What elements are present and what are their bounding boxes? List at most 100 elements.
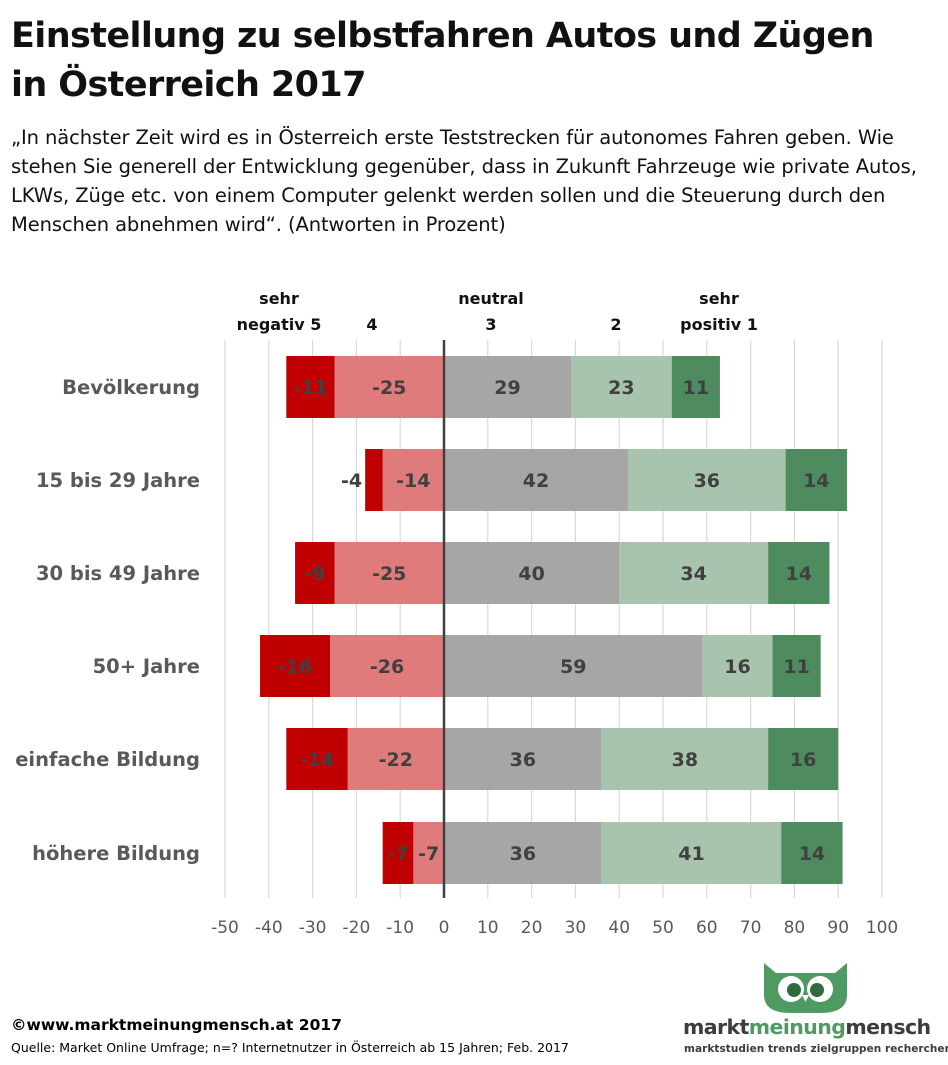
bar-segment xyxy=(295,542,335,604)
data-label: 41 xyxy=(678,843,704,865)
x-tick-label: 10 xyxy=(477,918,499,938)
data-label: 14 xyxy=(799,843,825,865)
data-label: 36 xyxy=(694,470,720,492)
bar-segment xyxy=(286,728,348,790)
logo-word-mensch: mensch xyxy=(845,1015,931,1039)
bar-segment xyxy=(330,635,444,697)
x-tick-label: 100 xyxy=(866,918,898,938)
legend-header: positiv 1 xyxy=(680,315,758,334)
data-label: -26 xyxy=(370,656,404,678)
bar-segment xyxy=(444,356,572,418)
legend-header: 4 xyxy=(366,315,377,334)
x-tick-label: 90 xyxy=(827,918,849,938)
bar-segment xyxy=(619,542,769,604)
x-tick-label: -40 xyxy=(255,918,283,938)
x-tick-label: 60 xyxy=(696,918,718,938)
bar-segment xyxy=(601,822,782,884)
legend-header: 3 xyxy=(485,315,496,334)
data-label: 16 xyxy=(790,749,816,771)
bar-segment xyxy=(382,822,414,884)
x-tick-label: -20 xyxy=(343,918,371,938)
category-label: 50+ Jahre xyxy=(93,655,200,678)
bar-segment xyxy=(601,728,769,790)
data-label: 42 xyxy=(523,470,549,492)
bar-segment xyxy=(671,356,720,418)
bar-segment xyxy=(702,635,773,697)
x-tick-label: -30 xyxy=(299,918,327,938)
data-label: 36 xyxy=(510,843,536,865)
logo-wordmark: marktmeinungmensch xyxy=(683,1015,931,1039)
x-tick-label: 70 xyxy=(740,918,762,938)
data-label: 40 xyxy=(518,563,544,585)
x-tick-label: -10 xyxy=(386,918,414,938)
data-label: -9 xyxy=(304,563,325,585)
data-label: 11 xyxy=(683,377,709,399)
x-tick-label: 0 xyxy=(439,918,450,938)
data-label: -16 xyxy=(278,656,312,678)
data-label: -11 xyxy=(293,377,327,399)
legend-header: neutral xyxy=(458,289,523,308)
bar-segment xyxy=(365,449,383,511)
data-label: -14 xyxy=(396,470,430,492)
bar-segment xyxy=(772,635,821,697)
data-label: 14 xyxy=(803,470,829,492)
bar-segment xyxy=(444,449,628,511)
x-tick-label: 30 xyxy=(565,918,587,938)
x-tick-label: 50 xyxy=(652,918,674,938)
data-label: 29 xyxy=(494,377,520,399)
bar-segment xyxy=(768,542,830,604)
owl-icon xyxy=(764,963,847,1013)
data-label: 23 xyxy=(608,377,634,399)
bar-segment xyxy=(627,449,786,511)
data-label: 36 xyxy=(510,749,536,771)
logo-word-meinung: meinung xyxy=(748,1015,846,1039)
data-label: -25 xyxy=(372,377,406,399)
category-label: 30 bis 49 Jahre xyxy=(36,562,200,585)
category-label: 15 bis 29 Jahre xyxy=(36,469,200,492)
data-label: -4 xyxy=(341,470,362,492)
bar-segment xyxy=(768,728,839,790)
data-label: 11 xyxy=(783,656,809,678)
bar-segment xyxy=(334,542,444,604)
bar-segment xyxy=(286,356,335,418)
x-tick-label: 40 xyxy=(608,918,630,938)
footer-source: Quelle: Market Online Umfrage; n=? Inter… xyxy=(11,1040,569,1055)
legend-header: negativ 5 xyxy=(237,315,322,334)
data-label: -22 xyxy=(379,749,413,771)
bar-segment xyxy=(571,356,672,418)
bar-segment xyxy=(334,356,444,418)
brand-logo: marktmeinungmensch marktstudien trends z… xyxy=(683,955,948,1060)
data-label: 16 xyxy=(724,656,750,678)
bar-segment xyxy=(444,542,620,604)
data-label: 14 xyxy=(786,563,812,585)
legend-header: 2 xyxy=(610,315,621,334)
x-tick-label: 20 xyxy=(521,918,543,938)
footer-copyright: ©www.marktmeinungmensch.at 2017 xyxy=(11,1016,342,1034)
data-label: 34 xyxy=(680,563,706,585)
category-label: Bevölkerung xyxy=(62,376,200,399)
bar-segment xyxy=(785,449,847,511)
bar-segment xyxy=(444,635,703,697)
bar-segment xyxy=(382,449,444,511)
data-label: -14 xyxy=(300,749,334,771)
legend-header: sehr xyxy=(259,289,299,308)
x-tick-label: -50 xyxy=(211,918,239,938)
logo-word-markt: markt xyxy=(683,1015,749,1039)
bar-segment xyxy=(260,635,331,697)
logo-tagline: marktstudien trends zielgruppen recherch… xyxy=(684,1043,948,1055)
data-label: -7 xyxy=(418,843,439,865)
chart-subtitle: „In nächster Zeit wird es in Österreich … xyxy=(11,126,917,236)
data-label: 38 xyxy=(672,749,698,771)
x-tick-label: 80 xyxy=(784,918,806,938)
category-label: höhere Bildung xyxy=(32,842,200,865)
bar-segment xyxy=(781,822,843,884)
bar-segment xyxy=(413,822,444,884)
data-label: 59 xyxy=(560,656,586,678)
chart-title: Einstellung zu selbstfahren Autos und Zü… xyxy=(11,16,874,105)
data-label: -7 xyxy=(387,843,408,865)
data-label: -25 xyxy=(372,563,406,585)
category-label: einfache Bildung xyxy=(15,748,200,771)
legend-header: sehr xyxy=(699,289,739,308)
bar-segment xyxy=(444,822,602,884)
